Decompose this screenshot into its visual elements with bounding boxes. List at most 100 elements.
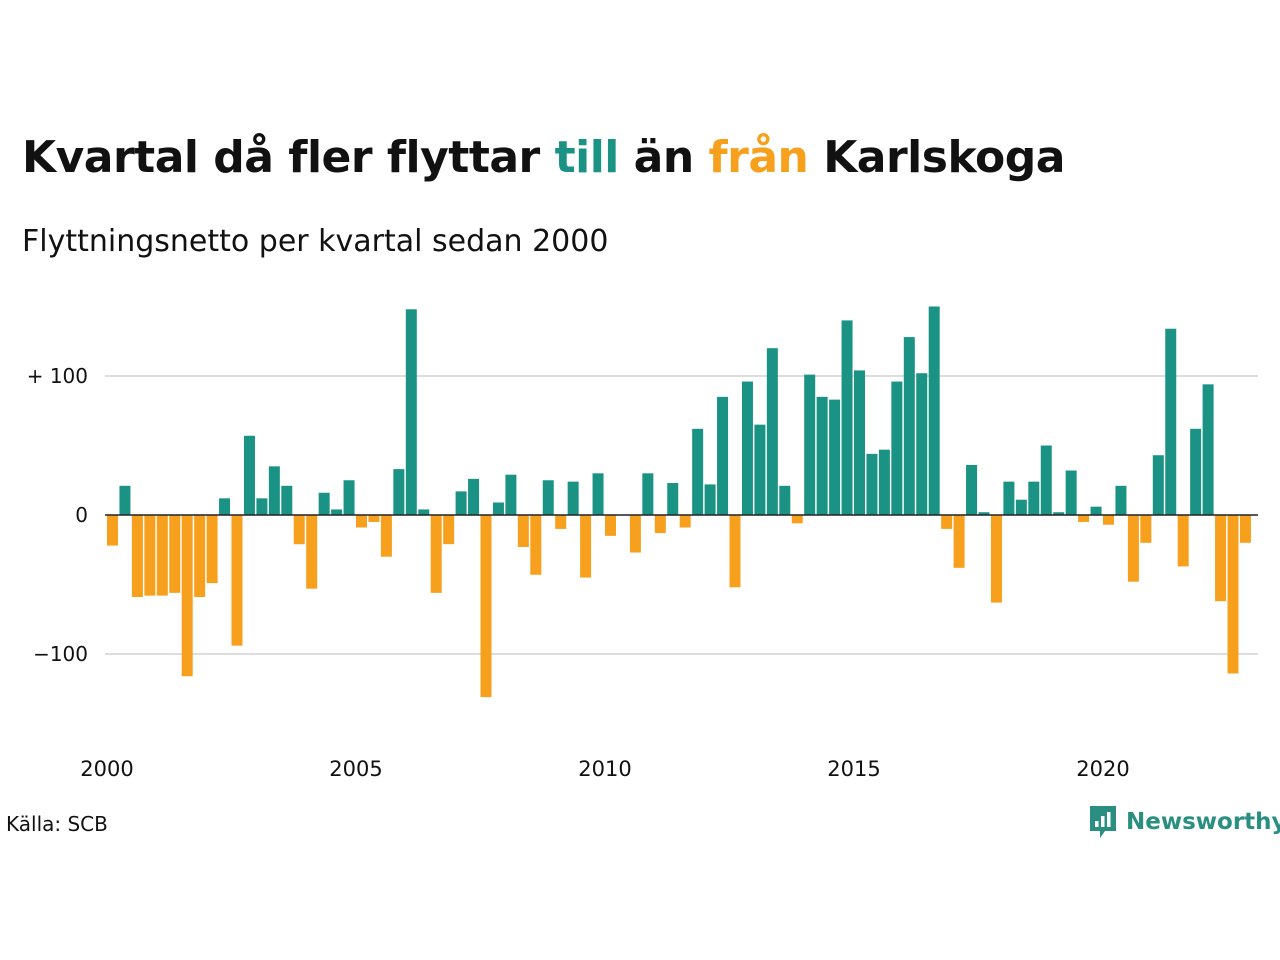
bar-q71 [978, 512, 990, 515]
bar-q83 [1127, 515, 1139, 582]
bar-q21 [356, 515, 367, 528]
bar-q88 [1190, 428, 1202, 515]
bar-q68 [941, 515, 953, 529]
bar-q33 [505, 474, 517, 515]
bar-q43 [629, 515, 641, 553]
bar-q72 [990, 515, 1002, 603]
bar-q40 [592, 473, 604, 515]
bar-q87 [1177, 515, 1189, 567]
bar-q60 [841, 320, 853, 515]
chart-title: Kvartal då fler flyttar till än från Kar… [22, 132, 1065, 183]
bar-q30 [468, 478, 480, 515]
newsworthy-chart-bubble-icon [1090, 806, 1116, 838]
bar-q11 [231, 515, 243, 646]
bar-q20 [343, 480, 355, 515]
bar-q14 [268, 466, 280, 515]
bar-q75 [1028, 481, 1040, 515]
bar-q53 [754, 424, 766, 515]
bar-q46 [667, 483, 679, 515]
y-tick-label: + 100 [27, 364, 88, 388]
bar-q24 [393, 469, 405, 515]
bar-q36 [542, 480, 554, 515]
x-tick-label: 2000 [80, 757, 133, 781]
bar-q22 [368, 515, 380, 522]
bar-q51 [729, 515, 741, 588]
title-part-plain: än [618, 132, 709, 183]
bar-q6 [169, 515, 181, 593]
bar-q70 [966, 464, 978, 515]
bar-q34 [517, 515, 529, 547]
bar-chart: + 100 0 −100 2000 2005 2010 2015 2020 [27, 306, 1258, 781]
bar-q74 [1015, 499, 1027, 515]
bar-q27 [430, 515, 442, 593]
bar-q19 [331, 509, 343, 515]
bar-q76 [1040, 445, 1052, 515]
bar-q29 [455, 491, 467, 515]
bar-q1 [107, 515, 118, 546]
bar-q37 [555, 515, 567, 529]
y-axis-labels: + 100 0 −100 [27, 364, 88, 666]
bar-q49 [704, 484, 716, 515]
bar-q58 [816, 396, 828, 515]
bar-q78 [1065, 470, 1077, 515]
bar-q45 [654, 515, 666, 534]
bar-q17 [306, 515, 318, 589]
x-tick-label: 2005 [329, 757, 382, 781]
bar-q38 [567, 481, 579, 515]
title-part-plain: Karlskoga [808, 132, 1065, 183]
bar-q25 [405, 309, 417, 515]
bar-q77 [1053, 512, 1065, 515]
bar-q84 [1140, 515, 1152, 543]
bar-q26 [418, 509, 430, 515]
bar-q9 [206, 515, 218, 584]
bar-q18 [318, 492, 330, 515]
title-part-plain: Kvartal då fler flyttar [22, 132, 555, 183]
bar-q23 [380, 515, 392, 557]
bar-q92 [1239, 515, 1251, 543]
bar-q66 [916, 373, 928, 515]
bar-q8 [194, 515, 206, 598]
brand-name: Newsworthy [1126, 809, 1280, 835]
bar-q90 [1215, 515, 1227, 602]
bar-q73 [1003, 481, 1015, 515]
bar-q10 [219, 498, 231, 515]
grid-lines [105, 375, 1258, 655]
bars [107, 306, 1251, 698]
bar-q54 [766, 348, 778, 515]
bar-q44 [642, 473, 654, 515]
bar-q48 [692, 428, 704, 515]
bar-q32 [492, 502, 504, 515]
bar-q7 [181, 515, 193, 677]
bar-q31 [480, 515, 492, 698]
bar-q81 [1103, 515, 1114, 525]
bar-q5 [156, 515, 168, 596]
bar-q41 [605, 515, 616, 536]
x-tick-label: 2020 [1076, 757, 1129, 781]
bar-q62 [866, 453, 878, 515]
bar-q35 [530, 515, 542, 575]
bar-q15 [281, 485, 293, 515]
bar-q13 [256, 498, 268, 515]
y-tick-label: 0 [75, 503, 88, 527]
bar-q61 [854, 370, 865, 515]
bar-q16 [293, 515, 305, 545]
x-tick-label: 2010 [578, 757, 631, 781]
bar-q56 [791, 515, 803, 524]
title-part-positive: till [554, 132, 620, 183]
bar-q85 [1152, 455, 1164, 515]
bar-q28 [443, 515, 455, 545]
bar-q2 [119, 485, 131, 515]
bar-q59 [829, 399, 841, 515]
bar-q65 [903, 337, 915, 515]
bar-q86 [1165, 328, 1177, 515]
x-axis-labels: 2000 2005 2010 2015 2020 [80, 757, 1129, 781]
bar-q3 [131, 515, 143, 598]
brand-logo: Newsworthy [1088, 804, 1280, 840]
bar-q47 [679, 515, 691, 528]
bar-q89 [1202, 384, 1214, 515]
bar-q91 [1227, 515, 1239, 674]
bar-q79 [1078, 515, 1090, 522]
source-note: Källa: SCB [6, 812, 108, 836]
bar-q57 [804, 374, 816, 515]
y-tick-label: −100 [33, 642, 88, 666]
